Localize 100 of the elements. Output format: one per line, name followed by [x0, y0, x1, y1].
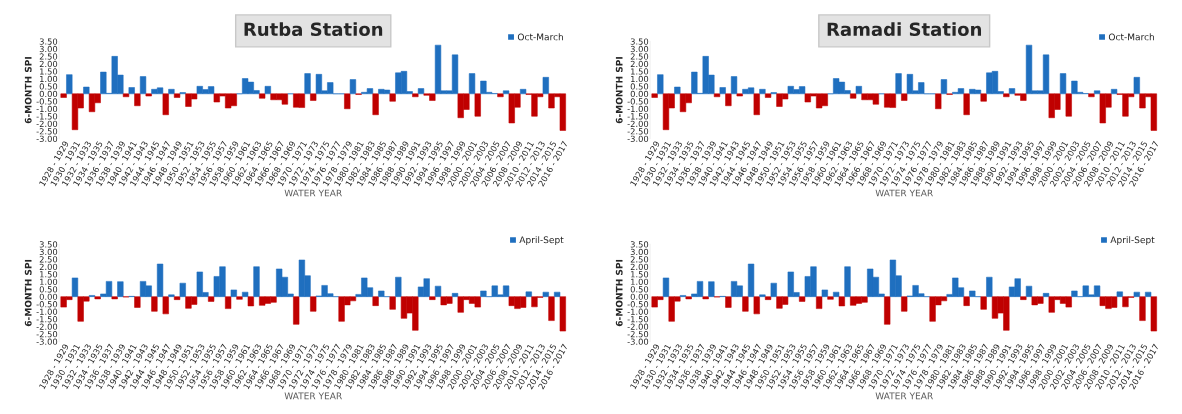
bar — [1042, 293, 1050, 297]
bar — [940, 79, 948, 95]
y-tick-label: 3.50 — [39, 38, 58, 45]
bar — [702, 296, 709, 300]
y-axis-title: 6-MONTH SPI — [615, 259, 623, 327]
bar — [474, 93, 481, 117]
y-tick-label: 0.00 — [39, 90, 58, 98]
bar — [497, 93, 504, 98]
bar — [468, 73, 476, 95]
y-tick-label: 2.50 — [630, 256, 649, 263]
bar — [799, 296, 806, 302]
bar — [156, 263, 164, 297]
bar — [816, 296, 823, 309]
bar — [417, 88, 425, 95]
bar — [980, 93, 987, 102]
x-axis-title: WATER YEAR — [284, 392, 342, 400]
y-tick-label: 1.00 — [631, 278, 649, 285]
y-tick-label: 1.50 — [40, 68, 58, 75]
bar — [764, 93, 772, 98]
y-tick-label: -2.50 — [36, 128, 58, 135]
y-tick-label: -2.00 — [627, 323, 649, 330]
bar — [480, 290, 487, 297]
bar — [850, 93, 857, 99]
legend-label: April-Sept — [1110, 236, 1155, 245]
y-tick-label: 2.00 — [39, 263, 58, 270]
y-tick-label: -2.50 — [627, 331, 649, 338]
bar — [1008, 88, 1016, 95]
y-tick-label: 1.00 — [40, 278, 58, 285]
y-tick-label: -1.50 — [627, 316, 649, 323]
bar — [259, 93, 266, 99]
bar — [253, 266, 260, 297]
legend-label: Oct-March — [517, 33, 563, 41]
bar — [753, 296, 760, 315]
bar — [395, 276, 402, 297]
bar — [451, 293, 459, 297]
bar — [134, 93, 141, 107]
bar — [1025, 44, 1033, 95]
bar — [1093, 90, 1101, 95]
bar — [657, 74, 664, 95]
y-tick-label: -1.00 — [627, 308, 649, 315]
y-tick-label: -1.50 — [36, 113, 58, 120]
bar — [100, 71, 107, 95]
y-tick-label: 0.00 — [630, 293, 649, 300]
y-tick-label: 1.00 — [40, 75, 58, 83]
bar — [134, 296, 141, 308]
y-tick-label: -1.00 — [36, 308, 58, 315]
bar — [1139, 93, 1146, 109]
bar — [310, 296, 317, 312]
bar — [855, 86, 862, 95]
y-tick-label: 3.00 — [630, 248, 649, 256]
y-tick-label: 3.00 — [39, 45, 58, 53]
legend-label: April-Sept — [519, 236, 564, 245]
y-tick-label: -0.50 — [627, 301, 649, 308]
bar — [1116, 291, 1123, 297]
y-tick-label: -2.00 — [36, 323, 58, 330]
bar — [1150, 296, 1157, 332]
bar — [1133, 77, 1140, 95]
y-tick-label: -3.00 — [627, 338, 649, 345]
bar — [742, 296, 749, 312]
bar — [168, 89, 175, 95]
bar — [901, 296, 908, 312]
bar — [935, 93, 942, 110]
bar — [66, 74, 73, 95]
bar — [173, 93, 181, 98]
bar — [225, 296, 232, 309]
bar — [60, 93, 67, 98]
bar — [1065, 93, 1072, 117]
bar — [759, 89, 766, 95]
bar — [1020, 296, 1027, 300]
bar — [389, 296, 396, 310]
y-tick-label: 0.00 — [39, 293, 58, 300]
bar — [725, 93, 732, 107]
bar — [117, 281, 124, 297]
bar — [719, 87, 726, 95]
bar — [674, 86, 681, 95]
bar — [139, 76, 147, 95]
y-tick-label: -1.50 — [36, 316, 58, 323]
bar — [861, 93, 868, 101]
y-tick-label: 1.00 — [631, 75, 649, 83]
bar — [372, 296, 379, 306]
bar — [747, 263, 755, 297]
y-tick-label: 0.00 — [630, 90, 649, 98]
x-axis-title: WATER YEAR — [875, 392, 933, 400]
bar — [429, 296, 436, 300]
bar — [208, 296, 215, 302]
y-tick-label: 1.50 — [631, 68, 649, 75]
bar — [151, 296, 158, 312]
bar — [730, 76, 738, 95]
bar — [412, 93, 419, 98]
y-axis-title: 6-MONTH SPI — [24, 259, 32, 327]
bar — [662, 277, 670, 297]
y-tick-label: 2.50 — [39, 53, 58, 60]
bar — [236, 296, 243, 300]
bar — [128, 87, 135, 95]
bar — [986, 276, 993, 297]
bar — [838, 296, 845, 307]
y-tick-label: 3.50 — [630, 241, 649, 248]
bar — [1111, 89, 1118, 95]
bar — [770, 282, 777, 297]
bar — [1088, 93, 1095, 98]
